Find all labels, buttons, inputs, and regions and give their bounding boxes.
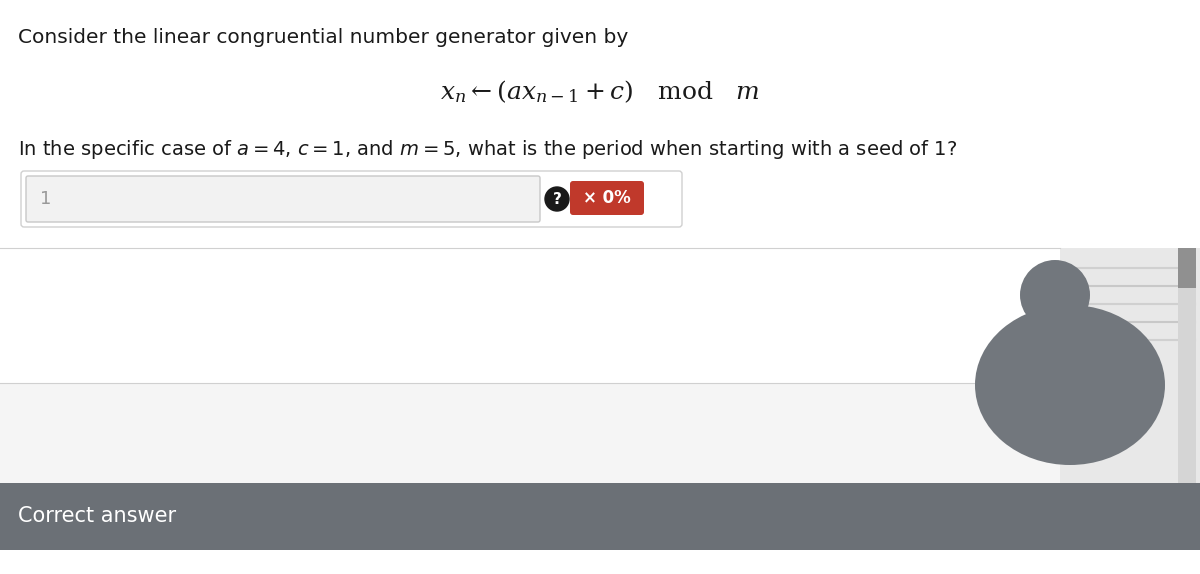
Circle shape: [545, 187, 569, 211]
Text: × 0%: × 0%: [583, 189, 631, 207]
Text: In the specific case of $a = 4$, $c = 1$, and $m = 5$, what is the period when s: In the specific case of $a = 4$, $c = 1$…: [18, 138, 958, 161]
Bar: [0, 248, 1060, 383]
Text: ?: ?: [552, 192, 562, 207]
Bar: [0, 383, 1060, 483]
Bar: [1060, 248, 1200, 483]
Bar: [1178, 248, 1196, 288]
Bar: [0, 483, 1200, 550]
Circle shape: [1020, 260, 1090, 330]
FancyBboxPatch shape: [26, 176, 540, 222]
Text: 1: 1: [40, 190, 52, 208]
Bar: [1178, 248, 1196, 483]
Text: Consider the linear congruential number generator given by: Consider the linear congruential number …: [18, 28, 629, 47]
Text: Correct answer: Correct answer: [18, 506, 176, 526]
Bar: [0, 550, 1200, 574]
Ellipse shape: [974, 305, 1165, 465]
Text: $x_n \leftarrow (ax_{n-1} + c) \quad \mathrm{mod} \quad m$: $x_n \leftarrow (ax_{n-1} + c) \quad \ma…: [440, 78, 760, 105]
FancyBboxPatch shape: [570, 181, 644, 215]
